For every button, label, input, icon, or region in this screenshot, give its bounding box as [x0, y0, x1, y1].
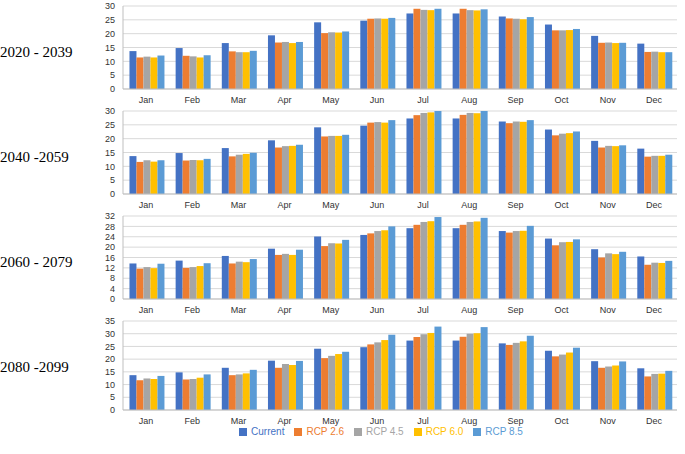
svg-text:4: 4 — [110, 284, 115, 294]
svg-text:Sep: Sep — [507, 95, 523, 105]
svg-text:May: May — [322, 200, 340, 210]
svg-text:Mar: Mar — [231, 416, 247, 426]
svg-text:Mar: Mar — [231, 305, 247, 315]
svg-text:25: 25 — [105, 120, 115, 130]
svg-text:28: 28 — [105, 222, 115, 232]
svg-text:Jan: Jan — [139, 416, 154, 426]
svg-text:Aug: Aug — [461, 305, 477, 315]
svg-text:Jan: Jan — [139, 200, 154, 210]
svg-text:Dec: Dec — [646, 416, 663, 426]
svg-text:30: 30 — [105, 1, 115, 11]
html-text:2020 - 2039: 2020 - 2039 — [0, 44, 73, 60]
svg-text:Oct: Oct — [555, 95, 570, 105]
svg-text:Feb: Feb — [184, 95, 200, 105]
svg-text:32: 32 — [105, 211, 115, 221]
svg-text:20: 20 — [105, 242, 115, 252]
svg-text:Jan: Jan — [139, 305, 154, 315]
svg-text:May: May — [322, 305, 340, 315]
svg-text:Mar: Mar — [231, 95, 247, 105]
svg-text:20: 20 — [105, 354, 115, 364]
svg-text:15: 15 — [105, 367, 115, 377]
svg-text:Aug: Aug — [461, 416, 477, 426]
svg-text:Jun: Jun — [370, 305, 385, 315]
svg-text:Jun: Jun — [370, 200, 385, 210]
svg-text:Apr: Apr — [278, 95, 292, 105]
svg-text:Apr: Apr — [278, 200, 292, 210]
svg-text:May: May — [322, 416, 340, 426]
svg-text:Apr: Apr — [278, 305, 292, 315]
svg-text:20: 20 — [105, 134, 115, 144]
html-text:RCP 6.0: RCP 6.0 — [425, 426, 464, 437]
svg-text:Aug: Aug — [461, 95, 477, 105]
svg-text:Nov: Nov — [600, 200, 617, 210]
svg-text:30: 30 — [105, 106, 115, 116]
html-text:2040 -2059: 2040 -2059 — [0, 149, 69, 165]
svg-text:Oct: Oct — [555, 305, 570, 315]
svg-text:10: 10 — [105, 380, 115, 390]
svg-text:5: 5 — [110, 70, 115, 80]
svg-text:Jul: Jul — [417, 305, 429, 315]
svg-text:12: 12 — [105, 263, 115, 273]
svg-text:25: 25 — [105, 342, 115, 352]
svg-text:Feb: Feb — [184, 200, 200, 210]
svg-text:0: 0 — [110, 189, 115, 199]
svg-text:Sep: Sep — [507, 305, 523, 315]
svg-text:5: 5 — [110, 392, 115, 402]
svg-text:15: 15 — [105, 43, 115, 53]
svg-text:Jul: Jul — [417, 95, 429, 105]
svg-text:Feb: Feb — [184, 416, 200, 426]
svg-text:10: 10 — [105, 162, 115, 172]
html-text:2080 -2099: 2080 -2099 — [0, 359, 69, 375]
svg-text:30: 30 — [105, 329, 115, 339]
svg-text:May: May — [322, 95, 340, 105]
svg-text:Jul: Jul — [417, 200, 429, 210]
svg-text:0: 0 — [110, 84, 115, 94]
html-text:RCP 8.5: RCP 8.5 — [485, 426, 523, 437]
svg-text:Oct: Oct — [555, 200, 570, 210]
svg-text:25: 25 — [105, 15, 115, 25]
svg-text:5: 5 — [110, 175, 115, 185]
svg-text:Jun: Jun — [370, 416, 385, 426]
html-text:RCP 4.5: RCP 4.5 — [366, 426, 404, 437]
svg-text:Dec: Dec — [646, 305, 663, 315]
svg-text:0: 0 — [110, 405, 115, 415]
svg-text:Nov: Nov — [600, 95, 617, 105]
svg-text:Oct: Oct — [555, 416, 570, 426]
svg-text:Feb: Feb — [184, 305, 200, 315]
svg-text:8: 8 — [110, 273, 115, 283]
svg-text:Apr: Apr — [278, 416, 292, 426]
svg-text:15: 15 — [105, 148, 115, 158]
svg-text:Mar: Mar — [231, 200, 247, 210]
html-text:2060 - 2079: 2060 - 2079 — [0, 254, 73, 270]
svg-text:0: 0 — [110, 294, 115, 304]
svg-text:Nov: Nov — [600, 416, 617, 426]
html-text:RCP 2.6: RCP 2.6 — [306, 426, 344, 437]
svg-text:20: 20 — [105, 29, 115, 39]
svg-text:Jul: Jul — [417, 416, 429, 426]
html-text:Current: Current — [251, 426, 285, 437]
svg-text:Dec: Dec — [646, 200, 663, 210]
svg-text:24: 24 — [105, 232, 115, 242]
svg-text:Sep: Sep — [507, 200, 523, 210]
svg-text:Sep: Sep — [507, 416, 523, 426]
svg-text:Dec: Dec — [646, 95, 663, 105]
svg-text:Nov: Nov — [600, 305, 617, 315]
svg-text:10: 10 — [105, 57, 115, 67]
svg-text:Jun: Jun — [370, 95, 385, 105]
svg-text:35: 35 — [105, 316, 115, 326]
svg-text:16: 16 — [105, 253, 115, 263]
svg-text:Jan: Jan — [139, 95, 154, 105]
svg-text:Aug: Aug — [461, 200, 477, 210]
